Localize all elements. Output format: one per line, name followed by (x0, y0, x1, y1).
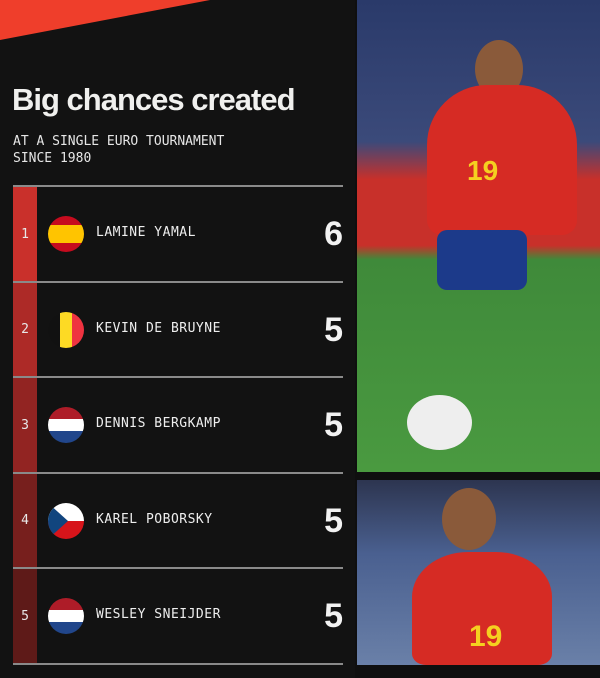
leaderboard-panel: Big chances created AT A SINGLE EURO TOU… (0, 0, 343, 665)
chances-value: 5 (324, 406, 343, 445)
rank-badge: 5 (13, 569, 37, 664)
table-row: 2 KEVIN DE BRUYNE 5 (13, 280, 343, 377)
player-photo-celebration: 19 (357, 480, 600, 665)
spain-flag-icon (48, 216, 84, 252)
shirt-number: 19 (467, 155, 499, 186)
chances-value: 6 (324, 215, 343, 253)
rank-badge: 3 (13, 378, 37, 473)
chances-value: 5 (324, 597, 343, 636)
player-name: WESLEY SNEIJDER (96, 607, 221, 623)
table-row: 3 DENNIS BERGKAMP 5 (13, 376, 343, 473)
player-name: LAMINE YAMAL (96, 225, 196, 240)
czech-republic-flag-icon (48, 502, 84, 539)
subtitle: AT A SINGLE EURO TOURNAMENT SINCE 1980 (13, 133, 224, 167)
subtitle-line-2: SINCE 1980 (13, 151, 92, 166)
divider (13, 663, 343, 665)
subtitle-line-1: AT A SINGLE EURO TOURNAMENT (13, 134, 225, 149)
chances-value: 5 (324, 310, 343, 349)
belgium-flag-icon (48, 311, 84, 348)
table-row: 1 LAMINE YAMAL 6 (13, 185, 343, 281)
player-name: KEVIN DE BRUYNE (96, 320, 221, 336)
rank-badge: 4 (13, 473, 37, 568)
page-title: Big chances created (12, 82, 296, 117)
netherlands-flag-icon (48, 407, 84, 444)
table-row: 4 KAREL POBORSKY 5 (13, 471, 343, 568)
accent-stripe (0, 0, 210, 40)
player-name: DENNIS BERGKAMP (96, 416, 221, 432)
chances-value: 5 (324, 501, 343, 540)
player-photo-action: 19 (357, 0, 600, 472)
table-row: 5 WESLEY SNEIJDER 5 (13, 567, 343, 664)
rank-badge: 2 (13, 282, 37, 377)
netherlands-flag-icon (48, 598, 84, 635)
rank-badge: 1 (13, 187, 37, 281)
player-name: KAREL POBORSKY (96, 511, 213, 527)
shirt-number-2: 19 (469, 620, 503, 653)
